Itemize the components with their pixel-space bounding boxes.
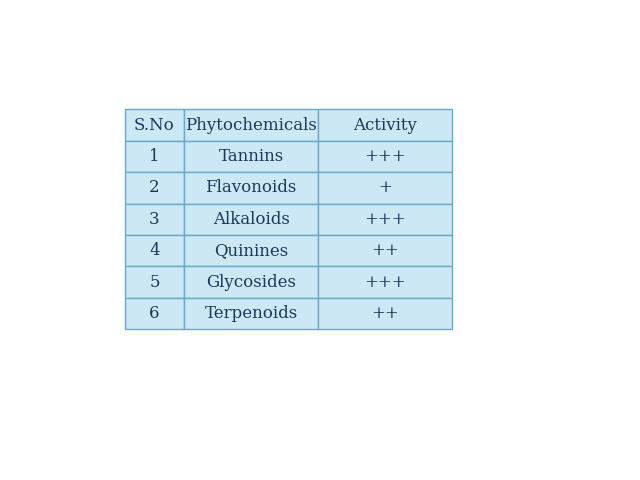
Text: Quinines: Quinines: [214, 242, 288, 259]
FancyBboxPatch shape: [125, 266, 184, 298]
FancyBboxPatch shape: [318, 141, 452, 172]
Text: +++: +++: [364, 274, 406, 290]
Text: Terpenoids: Terpenoids: [205, 305, 298, 322]
FancyBboxPatch shape: [184, 266, 318, 298]
FancyBboxPatch shape: [318, 204, 452, 235]
Text: 5: 5: [149, 274, 159, 290]
FancyBboxPatch shape: [184, 204, 318, 235]
Text: 3: 3: [149, 211, 160, 228]
Text: Flavonoids: Flavonoids: [205, 180, 297, 196]
Text: 6: 6: [149, 305, 159, 322]
Text: S.No: S.No: [134, 117, 175, 133]
FancyBboxPatch shape: [184, 172, 318, 204]
Text: +++: +++: [364, 211, 406, 228]
Text: Tannins: Tannins: [218, 148, 284, 165]
Text: 1: 1: [149, 148, 160, 165]
FancyBboxPatch shape: [125, 204, 184, 235]
Text: 4: 4: [149, 242, 160, 259]
Text: Activity: Activity: [353, 117, 417, 133]
FancyBboxPatch shape: [125, 141, 184, 172]
FancyBboxPatch shape: [184, 141, 318, 172]
FancyBboxPatch shape: [125, 235, 184, 266]
FancyBboxPatch shape: [125, 109, 184, 141]
FancyBboxPatch shape: [318, 298, 452, 329]
FancyBboxPatch shape: [184, 109, 318, 141]
Text: ++: ++: [371, 305, 399, 322]
FancyBboxPatch shape: [125, 298, 184, 329]
FancyBboxPatch shape: [318, 109, 452, 141]
Text: +++: +++: [364, 148, 406, 165]
Text: Alkaloids: Alkaloids: [212, 211, 289, 228]
FancyBboxPatch shape: [318, 266, 452, 298]
Text: +: +: [378, 180, 392, 196]
Text: Phytochemicals: Phytochemicals: [185, 117, 317, 133]
FancyBboxPatch shape: [318, 235, 452, 266]
FancyBboxPatch shape: [184, 235, 318, 266]
FancyBboxPatch shape: [318, 172, 452, 204]
FancyBboxPatch shape: [125, 172, 184, 204]
Text: 2: 2: [149, 180, 160, 196]
Text: ++: ++: [371, 242, 399, 259]
FancyBboxPatch shape: [184, 298, 318, 329]
Text: Glycosides: Glycosides: [206, 274, 296, 290]
